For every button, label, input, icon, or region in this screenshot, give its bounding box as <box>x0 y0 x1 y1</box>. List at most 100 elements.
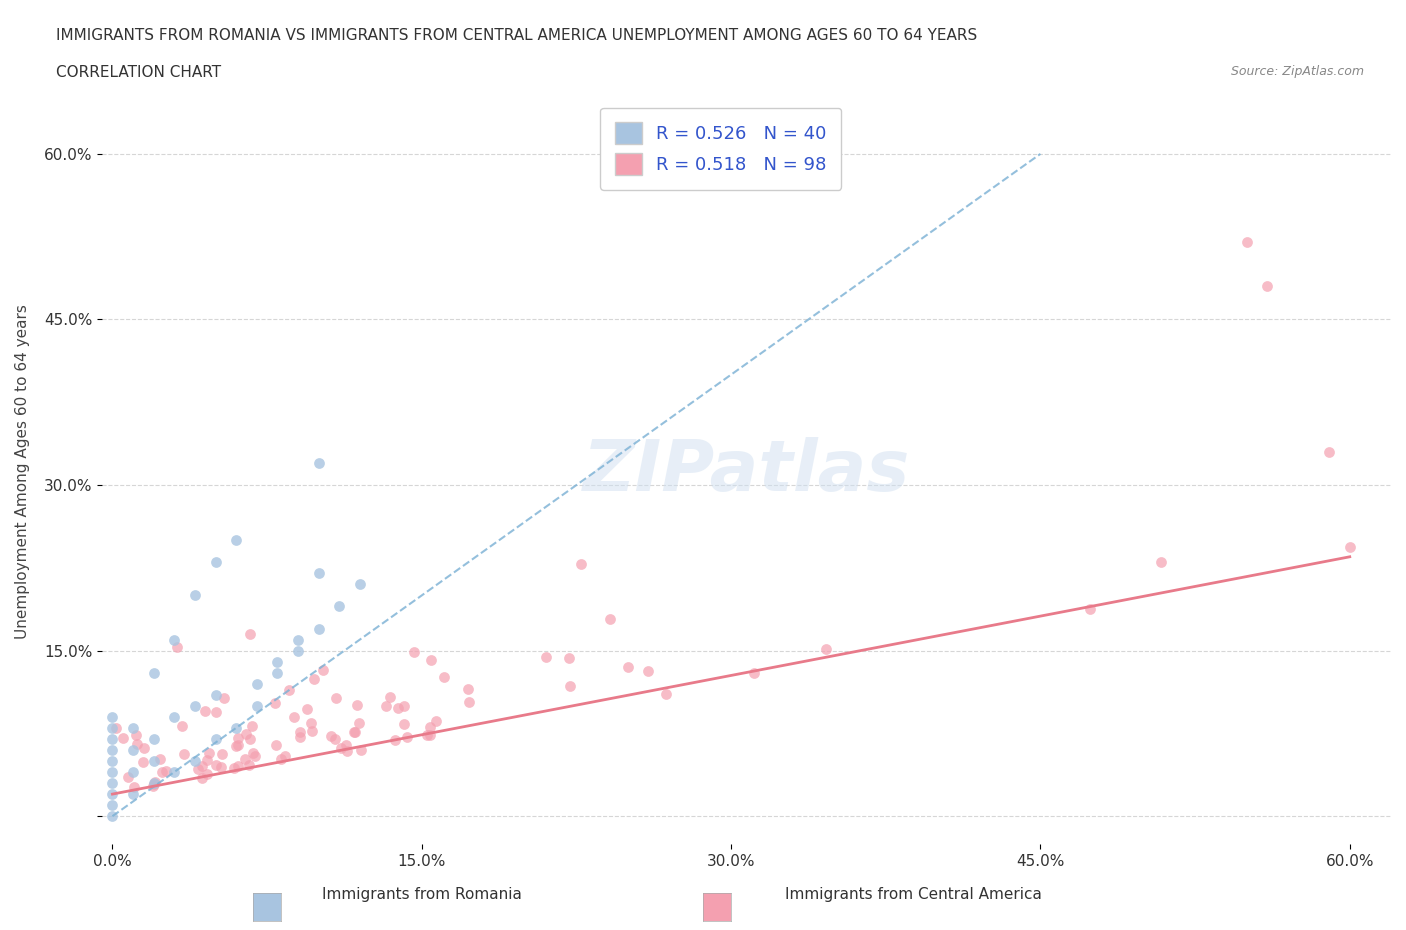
Point <box>420 652 443 667</box>
Point <box>330 740 353 755</box>
Point <box>204 687 226 702</box>
Point <box>187 762 209 777</box>
Point <box>1256 279 1278 294</box>
Point <box>101 809 124 824</box>
Point <box>557 651 579 666</box>
Point <box>301 724 323 738</box>
Point <box>191 771 214 786</box>
Point <box>264 737 287 752</box>
Point <box>142 732 165 747</box>
Point <box>1317 445 1340 459</box>
Point <box>336 743 359 758</box>
Point <box>142 778 165 793</box>
Point <box>637 664 659 679</box>
Point <box>125 728 148 743</box>
Point <box>122 721 145 736</box>
Point <box>166 639 188 654</box>
Point <box>655 686 678 701</box>
Point <box>209 760 232 775</box>
Point <box>143 775 166 790</box>
Point <box>395 730 418 745</box>
Point <box>375 698 398 713</box>
Point <box>101 732 124 747</box>
Point <box>387 700 409 715</box>
Point <box>384 733 406 748</box>
Point <box>457 682 479 697</box>
Point <box>283 710 305 724</box>
Point <box>392 717 415 732</box>
Point <box>122 780 145 795</box>
Point <box>617 659 640 674</box>
Text: IMMIGRANTS FROM ROMANIA VS IMMIGRANTS FROM CENTRAL AMERICA UNEMPLOYMENT AMONG AG: IMMIGRANTS FROM ROMANIA VS IMMIGRANTS FR… <box>56 28 977 43</box>
Point <box>238 758 260 773</box>
Point <box>290 729 312 744</box>
Point <box>302 671 325 686</box>
Point <box>101 742 124 757</box>
Point <box>226 758 249 773</box>
Point <box>112 730 135 745</box>
Point <box>127 737 149 751</box>
Point <box>101 710 124 724</box>
Point <box>1236 234 1258 249</box>
Point <box>198 745 221 760</box>
Text: ZIPatlas: ZIPatlas <box>583 437 910 506</box>
Point <box>239 627 262 642</box>
Point <box>458 695 481 710</box>
Point <box>312 662 335 677</box>
Point <box>240 719 263 734</box>
Point <box>101 798 124 813</box>
Point <box>101 787 124 802</box>
Point <box>212 690 235 705</box>
Point <box>419 728 441 743</box>
Point <box>173 746 195 761</box>
Text: Immigrants from Romania: Immigrants from Romania <box>322 887 522 902</box>
Point <box>122 764 145 779</box>
Point <box>205 704 228 719</box>
Point <box>225 533 247 548</box>
Point <box>245 749 267 764</box>
Point <box>419 719 441 734</box>
Point <box>308 456 330 471</box>
Point <box>184 588 207 603</box>
Point <box>226 737 249 752</box>
Point <box>287 644 309 658</box>
Point <box>274 749 297 764</box>
Point <box>278 683 301 698</box>
Point <box>204 555 226 570</box>
Point <box>335 737 357 752</box>
Point <box>117 769 139 784</box>
Point <box>184 698 207 713</box>
Text: CORRELATION CHART: CORRELATION CHART <box>56 65 221 80</box>
Point <box>142 776 165 790</box>
Point <box>225 721 247 736</box>
Point <box>266 665 288 680</box>
Point <box>197 753 219 768</box>
Legend: R = 0.526   N = 40, R = 0.518   N = 98: R = 0.526 N = 40, R = 0.518 N = 98 <box>600 108 841 190</box>
Point <box>132 755 155 770</box>
Point <box>308 621 330 636</box>
Point <box>343 724 366 739</box>
Y-axis label: Unemployment Among Ages 60 to 64 years: Unemployment Among Ages 60 to 64 years <box>15 304 30 639</box>
Point <box>288 724 311 739</box>
Point <box>380 690 402 705</box>
Point <box>1078 601 1101 616</box>
Point <box>534 650 557 665</box>
Point <box>270 751 292 766</box>
Text: Immigrants from Central America: Immigrants from Central America <box>786 887 1042 902</box>
Point <box>239 732 262 747</box>
Point <box>225 738 247 753</box>
Point <box>122 787 145 802</box>
Point <box>101 753 124 768</box>
Point <box>155 764 177 778</box>
Point <box>344 724 367 739</box>
Point <box>163 632 186 647</box>
Point <box>392 698 415 713</box>
Point <box>323 732 346 747</box>
Point <box>235 727 257 742</box>
Point <box>184 753 207 768</box>
Point <box>297 702 319 717</box>
Point <box>425 713 447 728</box>
Point <box>742 666 765 681</box>
Point <box>347 715 370 730</box>
Point <box>266 654 288 669</box>
